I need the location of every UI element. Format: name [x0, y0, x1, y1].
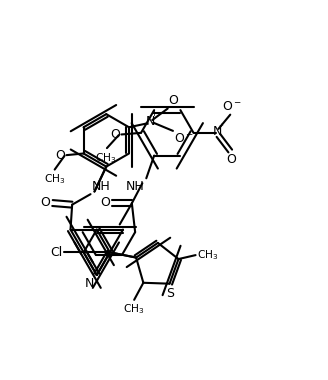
- Text: CH$_3$: CH$_3$: [44, 172, 66, 186]
- Text: NH: NH: [92, 179, 111, 193]
- Text: O: O: [40, 196, 50, 209]
- Text: S: S: [166, 287, 174, 300]
- Text: O: O: [226, 153, 236, 166]
- Text: NH: NH: [126, 180, 145, 193]
- Text: Cl: Cl: [50, 246, 62, 259]
- Text: O: O: [110, 128, 120, 141]
- Text: CH$_3$: CH$_3$: [95, 151, 117, 165]
- Text: CH$_3$: CH$_3$: [197, 248, 219, 262]
- Text: N: N: [213, 125, 222, 138]
- Text: +: +: [150, 109, 157, 119]
- Text: N: N: [85, 277, 94, 290]
- Text: O$^-$: O$^-$: [222, 100, 242, 113]
- Text: N: N: [146, 115, 155, 128]
- Text: $^+$: $^+$: [217, 122, 225, 131]
- Text: O: O: [101, 196, 111, 209]
- Text: O$^-$: O$^-$: [174, 132, 194, 145]
- Text: CH$_3$: CH$_3$: [123, 302, 144, 316]
- Text: O: O: [55, 149, 65, 162]
- Text: O: O: [169, 94, 178, 107]
